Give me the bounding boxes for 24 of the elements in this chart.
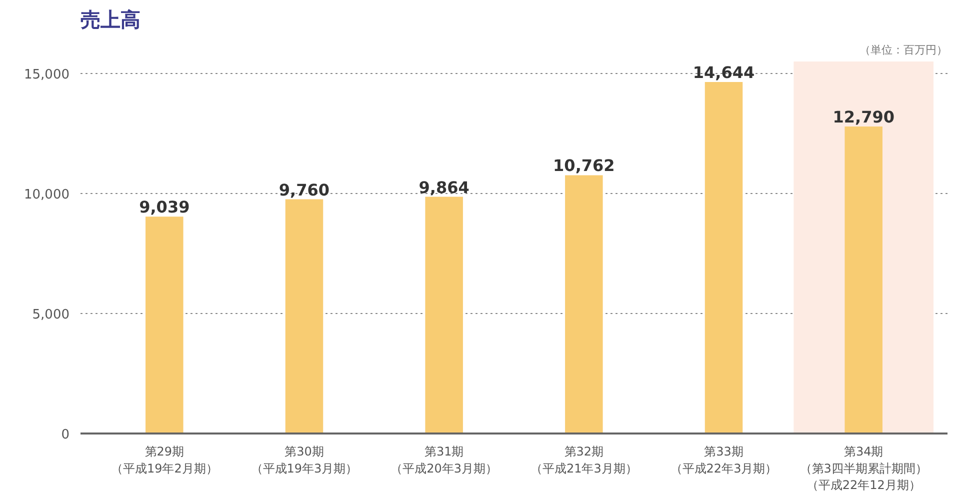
x-tick-label: 第34期（第3四半期累計期間）（平成22年12月期） <box>800 444 928 492</box>
bar <box>146 216 184 434</box>
x-tick-label: 第32期（平成21年3月期） <box>530 444 638 476</box>
bar <box>844 126 882 434</box>
data-label: 9,760 <box>278 180 330 200</box>
x-tick-label: 第31期（平成20年3月期） <box>390 444 498 476</box>
bar <box>704 82 743 434</box>
data-label: 10,762 <box>553 156 615 176</box>
data-label: 12,790 <box>832 108 894 127</box>
data-label: 14,644 <box>692 63 755 82</box>
x-tick-label: 第29期（平成19年2月期） <box>110 444 218 476</box>
y-tick-label: 10,000 <box>24 188 70 202</box>
x-tick-label: 第30期（平成19年3月期） <box>250 444 358 476</box>
chart-title: 売上高 <box>80 8 140 32</box>
bar <box>285 199 324 434</box>
bar <box>425 196 463 434</box>
data-label: 9,039 <box>139 198 190 217</box>
y-tick-label: 0 <box>61 428 70 442</box>
data-label: 9,864 <box>418 178 470 197</box>
y-tick-label: 15,000 <box>24 68 70 82</box>
bar <box>565 175 603 434</box>
y-tick-label: 5,000 <box>32 308 70 322</box>
text: （単位：百万円） <box>860 44 948 56</box>
x-tick-label: 第33期（平成22年3月期） <box>670 444 778 476</box>
